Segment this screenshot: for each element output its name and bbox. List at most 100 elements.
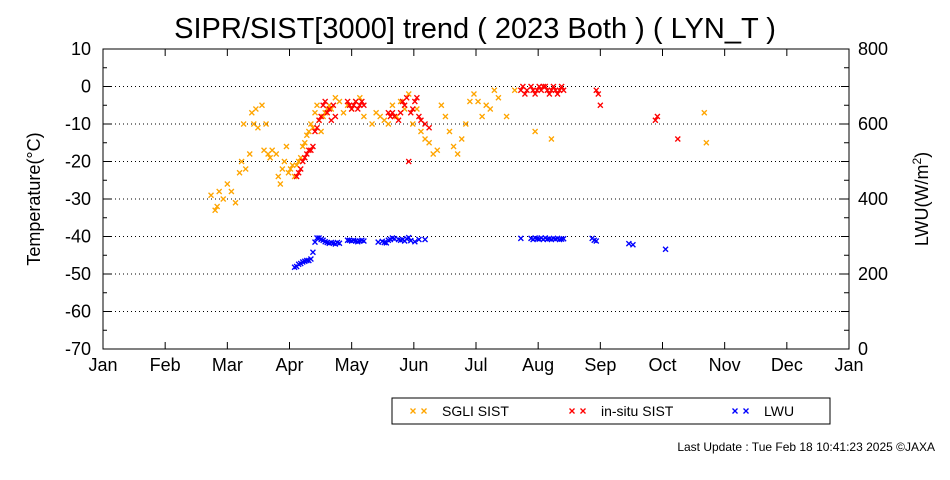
point-sgli-sist [314, 102, 320, 109]
y-tick-label: -50 [65, 264, 91, 284]
point-sgli-sist [434, 147, 441, 154]
x-tick-label: May [335, 355, 369, 375]
point-in-situ-sist [358, 98, 365, 105]
last-update-footer: Last Update : Tue Feb 18 10:41:23 2025 ©… [677, 440, 935, 454]
point-in-situ-sist [293, 173, 300, 180]
point-sgli-sist [281, 158, 288, 165]
point-in-situ-sist [344, 98, 351, 105]
point-sgli-sist [246, 151, 253, 157]
x-tick-label: Mar [212, 355, 243, 375]
y2-axis-label-sup: 2 [910, 158, 924, 165]
point-sgli-sist [466, 98, 473, 105]
point-sgli-sist [703, 139, 710, 146]
point-in-situ-sist [360, 102, 367, 109]
point-in-situ-sist [674, 136, 681, 142]
gridlines [103, 86, 849, 312]
point-in-situ-sist [316, 117, 323, 124]
point-sgli-sist [238, 158, 245, 165]
point-sgli-sist [458, 136, 465, 142]
x-tick-label: Jun [399, 355, 428, 375]
point-sgli-sist [208, 192, 214, 199]
point-lwu [560, 235, 567, 242]
point-lwu [336, 240, 343, 247]
x-tick-label: Apr [275, 355, 303, 375]
chart-title: SIPR/SIST[3000] trend ( 2023 Both ) ( LY… [174, 13, 776, 45]
point-in-situ-sist [332, 113, 339, 120]
point-in-situ-sist [324, 109, 331, 116]
point-lwu [517, 235, 524, 242]
x-tick-label: Nov [709, 355, 741, 375]
point-in-situ-sist [546, 91, 553, 97]
point-lwu [407, 237, 414, 244]
point-lwu [381, 239, 388, 246]
legend-marker-sgli-sist [421, 408, 427, 414]
point-sgli-sist [475, 98, 481, 105]
point-sgli-sist [438, 102, 445, 109]
point-sgli-sist [216, 188, 223, 195]
y-tick-label: 0 [81, 77, 91, 97]
point-in-situ-sist [411, 98, 418, 105]
point-sgli-sist [442, 113, 449, 120]
point-in-situ-sist [354, 106, 361, 112]
point-lwu [307, 256, 314, 262]
point-sgli-sist [450, 143, 457, 150]
point-lwu [405, 234, 412, 241]
legend-marker-in-situ-sist [580, 408, 586, 414]
point-in-situ-sist [314, 124, 320, 131]
point-sgli-sist [254, 124, 261, 131]
point-in-situ-sist [348, 106, 355, 112]
point-sgli-sist [275, 173, 282, 180]
point-sgli-sist [212, 207, 219, 214]
point-lwu [662, 246, 669, 253]
point-sgli-sist [389, 102, 396, 109]
point-sgli-sist [228, 188, 235, 195]
y-axis-label: Temperature(°C) [24, 132, 44, 265]
y-tick-label: -20 [65, 152, 91, 172]
y-tick-label: 10 [71, 39, 91, 59]
point-in-situ-sist [405, 158, 412, 165]
point-in-situ-sist [330, 102, 337, 109]
point-lwu [558, 236, 565, 243]
point-sgli-sist [259, 102, 265, 109]
x-tick-label: Jan [88, 355, 117, 375]
point-sgli-sist [446, 128, 453, 135]
y2-axis-label: LWU(W/m2) [910, 152, 932, 246]
y2-axis-label-main: LWU(W/m [912, 165, 932, 247]
point-sgli-sist [369, 121, 376, 127]
point-sgli-sist [252, 106, 259, 112]
x-tick-label: Dec [771, 355, 803, 375]
point-sgli-sist [285, 169, 292, 176]
point-in-situ-sist [554, 91, 561, 97]
y-tick-label: -60 [65, 302, 91, 322]
point-lwu [422, 236, 429, 243]
y-tick-label: -40 [65, 227, 91, 247]
legend-label-in-situ-sist: in-situ SIST [601, 403, 674, 419]
point-in-situ-sist [295, 169, 302, 176]
y2-tick-label: 400 [858, 189, 888, 209]
y2-tick-label: 200 [858, 264, 888, 284]
point-lwu [314, 235, 320, 241]
point-sgli-sist [236, 169, 243, 176]
point-sgli-sist [224, 181, 231, 187]
y2-tick-label: 0 [858, 339, 868, 359]
point-in-situ-sist [322, 98, 329, 105]
x-tick-label: Feb [150, 355, 181, 375]
point-in-situ-sist [389, 109, 396, 116]
point-sgli-sist [312, 109, 318, 116]
point-in-situ-sist [297, 166, 304, 172]
point-in-situ-sist [593, 87, 600, 94]
point-in-situ-sist [560, 87, 567, 94]
point-in-situ-sist [395, 117, 402, 124]
point-in-situ-sist [309, 143, 316, 150]
y-tick-label: -70 [65, 339, 91, 359]
y-tick-label: -30 [65, 189, 91, 209]
point-sgli-sist [471, 91, 477, 97]
point-sgli-sist [214, 203, 221, 210]
y2-tick-label: 600 [858, 114, 888, 134]
point-in-situ-sist [407, 109, 414, 116]
point-in-situ-sist [542, 83, 549, 90]
point-sgli-sist [454, 151, 461, 157]
point-lwu [309, 249, 316, 256]
point-sgli-sist [283, 143, 290, 150]
